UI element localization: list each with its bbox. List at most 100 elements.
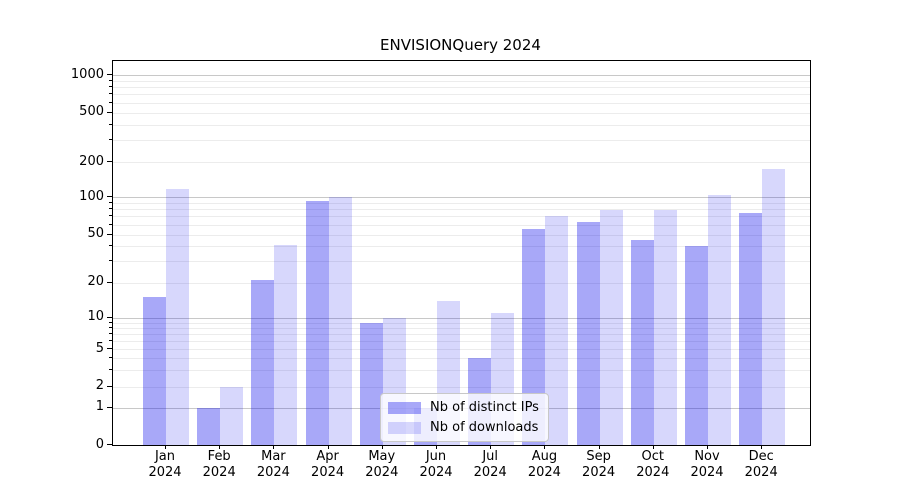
y-minor-tick-mark-80: [109, 208, 112, 210]
gridline-minor-y3: [113, 370, 810, 372]
y-minor-tick-mark-7: [109, 332, 112, 334]
x-tick-label-sep: Sep 2024: [582, 449, 616, 480]
legend-label-distinct-ips: Nb of distinct IPs: [430, 400, 539, 415]
bar-distinct-ips-feb: [197, 407, 221, 445]
y-minor-tick-mark-3: [109, 369, 112, 371]
y-minor-tick-mark-600: [109, 101, 112, 103]
bar-distinct-ips-sep: [576, 221, 600, 445]
bar-downloads-feb: [220, 386, 244, 445]
gridline-minor-y400: [113, 124, 810, 126]
y-tick-label-0: 0: [95, 436, 104, 452]
gridline-minor-y30: [113, 261, 810, 263]
y-minor-tick-mark-2: [109, 385, 112, 387]
y-tick-label-200: 200: [79, 153, 104, 169]
y-tick-label-10: 10: [87, 309, 104, 325]
y-minor-tick-mark-40: [109, 245, 112, 247]
y-tick-label-1: 1: [95, 399, 104, 415]
x-tick-label-nov: Nov 2024: [690, 449, 724, 480]
y-minor-tick-mark-90: [109, 201, 112, 203]
y-tick-label-1000: 1000: [70, 66, 104, 82]
gridline-minor-y2: [113, 386, 810, 388]
y-tick-mark-1: [107, 406, 112, 408]
y-tick-mark-1000: [107, 74, 112, 75]
x-tick-mark-sep: [598, 445, 600, 449]
legend-item-downloads: Nb of downloads: [388, 420, 539, 435]
gridline-minor-y90: [113, 202, 810, 204]
gridline-major-y100: [113, 197, 810, 198]
bar-downloads-dec: [762, 168, 786, 445]
y-tick-mark-100: [107, 196, 112, 197]
y-minor-tick-mark-9: [109, 321, 112, 323]
gridline-minor-y80: [113, 209, 810, 211]
x-tick-label-feb: Feb 2024: [202, 449, 236, 480]
y-minor-tick-mark-70: [109, 215, 112, 217]
gridline-minor-y700: [113, 94, 810, 96]
bar-downloads-mar: [274, 244, 298, 445]
legend-item-distinct-ips: Nb of distinct IPs: [388, 400, 539, 415]
x-tick-mark-jun: [436, 445, 437, 449]
y-minor-tick-mark-4: [109, 357, 112, 359]
bar-distinct-ips-dec: [739, 212, 763, 445]
legend-label-downloads: Nb of downloads: [430, 420, 539, 435]
gridline-major-y1000: [113, 75, 810, 76]
gridline-minor-y800: [113, 87, 810, 89]
gridline-minor-y500: [113, 112, 810, 114]
y-minor-tick-mark-500: [109, 111, 112, 113]
x-tick-mark-jan: [165, 445, 166, 449]
legend-swatch-downloads: [388, 421, 421, 434]
y-minor-tick-mark-30: [109, 260, 112, 262]
x-tick-label-dec: Dec 2024: [744, 449, 778, 480]
y-minor-tick-mark-50: [109, 233, 112, 235]
chart-title: ENVISIONQuery 2024: [380, 36, 541, 54]
bar-downloads-apr: [328, 197, 352, 445]
y-minor-tick-mark-6: [109, 339, 112, 341]
bar-downloads-nov: [708, 194, 731, 445]
legend-swatch-distinct-ips: [388, 401, 421, 414]
x-tick-label-mar: Mar 2024: [256, 449, 290, 480]
gridline-minor-y9: [113, 322, 810, 324]
bar-downloads-jan: [166, 188, 189, 445]
y-minor-tick-mark-5: [109, 348, 112, 350]
gridline-minor-y40: [113, 246, 810, 248]
x-tick-label-jun: Jun 2024: [419, 449, 453, 480]
bar-distinct-ips-may: [359, 322, 383, 445]
bar-downloads-aug: [545, 216, 569, 445]
gridline-major-y10: [113, 317, 810, 319]
bar-distinct-ips-mar: [251, 280, 275, 445]
y-minor-tick-mark-20: [109, 281, 112, 283]
x-tick-label-jan: Jan 2024: [148, 449, 182, 480]
gridline-minor-y60: [113, 224, 810, 226]
y-tick-mark-0: [107, 444, 112, 445]
y-minor-tick-mark-200: [109, 161, 112, 162]
gridline-minor-y4: [113, 358, 810, 360]
bar-distinct-ips-aug: [522, 229, 546, 445]
x-tick-label-apr: Apr 2024: [311, 449, 345, 480]
y-minor-tick-mark-400: [109, 123, 112, 125]
gridline-minor-y300: [113, 140, 810, 142]
gridline-minor-y70: [113, 216, 810, 218]
y-minor-tick-mark-900: [109, 79, 112, 81]
y-tick-label-5: 5: [95, 340, 104, 356]
x-tick-mark-dec: [761, 445, 763, 449]
gridline-minor-y7: [113, 333, 810, 335]
gridline-minor-y200: [113, 162, 810, 163]
gridline-minor-y20: [113, 282, 810, 284]
bar-distinct-ips-oct: [630, 240, 654, 445]
bar-distinct-ips-nov: [685, 246, 708, 445]
x-tick-label-oct: Oct 2024: [636, 449, 670, 480]
gridline-minor-y900: [113, 80, 810, 82]
x-tick-mark-oct: [652, 445, 654, 449]
x-tick-mark-jul: [490, 445, 492, 449]
y-minor-tick-mark-300: [109, 139, 112, 141]
y-minor-tick-mark-700: [109, 93, 112, 95]
gridline-minor-y6: [113, 340, 810, 342]
bar-distinct-ips-jan: [143, 297, 166, 445]
x-tick-label-jul: Jul 2024: [473, 449, 507, 480]
x-tick-label-may: May 2024: [365, 449, 399, 480]
bar-downloads-sep: [599, 210, 623, 445]
y-minor-tick-mark-60: [109, 223, 112, 225]
gridline-minor-y50: [113, 234, 810, 236]
x-tick-mark-aug: [544, 445, 546, 449]
gridline-minor-y600: [113, 102, 810, 104]
